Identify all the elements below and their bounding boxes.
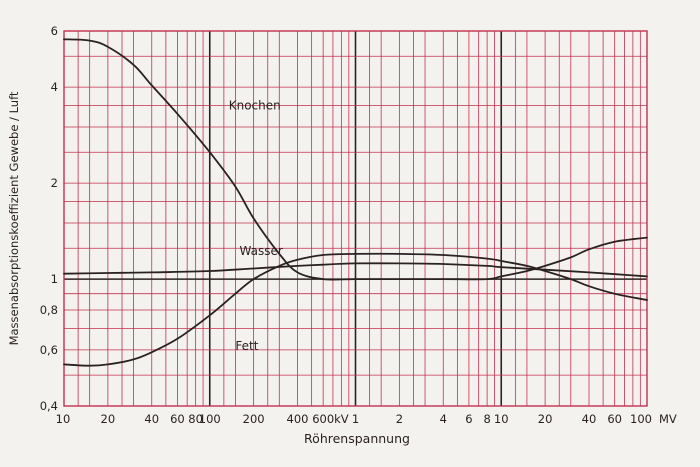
series-line-wasser xyxy=(63,262,648,278)
curve-label-fett: Fett xyxy=(235,339,258,353)
curve-label-wasser: Wasser xyxy=(240,244,283,258)
grid xyxy=(63,30,648,407)
curve-labels: Knochen Wasser Fett xyxy=(229,99,283,353)
series-line-fett xyxy=(63,252,648,367)
x-tick-label: 80 xyxy=(188,412,203,426)
curves xyxy=(63,38,648,367)
x-tick-label: 20 xyxy=(101,412,116,426)
x-axis-label: Röhrenspannung xyxy=(304,431,410,446)
y-tick-label: 6 xyxy=(51,24,58,38)
x-tick-label: 10 xyxy=(56,412,71,426)
y-tick-label: 0,6 xyxy=(40,343,58,357)
x-tick-label: 60 xyxy=(607,412,622,426)
x-tick-label: 100 xyxy=(199,412,221,426)
plot-frame xyxy=(63,30,648,407)
y-tick-label: 1 xyxy=(51,272,58,286)
x-tick-label: 400 xyxy=(287,412,309,426)
x-tick-label: 8 xyxy=(483,412,490,426)
x-tick-label: 10 xyxy=(494,412,509,426)
x-tick-label: 6 xyxy=(465,412,472,426)
x-tick-label: 40 xyxy=(144,412,159,426)
x-tick-label: 20 xyxy=(538,412,553,426)
x-tick-label: 1 xyxy=(352,412,359,426)
x-unit-kv: kV xyxy=(334,412,349,426)
curve-label-knochen: Knochen xyxy=(229,99,281,113)
x-tick-label: 40 xyxy=(582,412,597,426)
x-unit-mv: MV xyxy=(659,412,677,426)
y-tick-label: 0,4 xyxy=(40,399,58,413)
x-tick-label: 600 xyxy=(312,412,334,426)
x-tick-label: 200 xyxy=(243,412,265,426)
x-tick-label: 60 xyxy=(170,412,185,426)
y-tick-label: 0,8 xyxy=(40,303,58,317)
x-tick-label: 4 xyxy=(440,412,447,426)
y-axis-label: Massenabsorptionskoeffizient Gewebe / Lu… xyxy=(7,91,21,345)
series-line-knochen xyxy=(63,38,648,281)
x-tick-label: 100 xyxy=(630,412,652,426)
x-tick-label: 2 xyxy=(396,412,403,426)
y-tick-label: 4 xyxy=(51,80,58,94)
y-tick-label: 2 xyxy=(51,176,58,190)
